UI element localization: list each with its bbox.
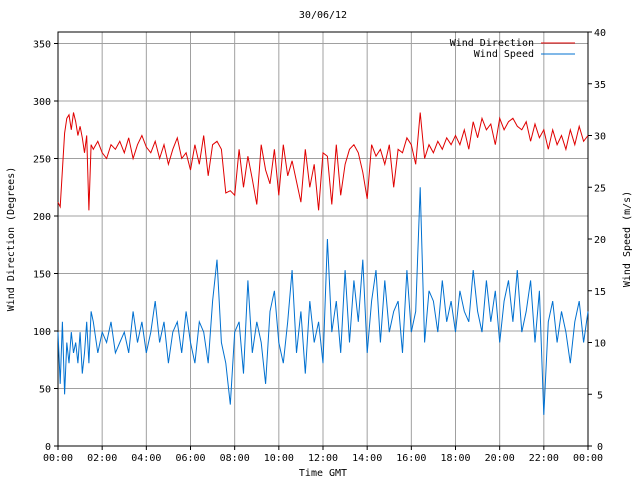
ticks-layer: 00:00 02:00 04:00 06:00 08:00 10:00 12:00 14:00… bbox=[33, 28, 606, 464]
y-right-tick-label: 5 bbox=[597, 390, 603, 401]
y-right-tick-label: 20 bbox=[594, 235, 606, 246]
y-left-tick-label: 250 bbox=[33, 155, 51, 166]
y-left-tick-label: 50 bbox=[39, 385, 51, 396]
y-left-tick-label: 300 bbox=[33, 97, 51, 108]
y-right-tick-label: 40 bbox=[594, 28, 606, 39]
y-left-tick-label: 200 bbox=[33, 212, 51, 223]
x-tick-label: 14:00 bbox=[352, 453, 382, 464]
series-line-wind-speed bbox=[57, 187, 589, 415]
y-left-tick-label: 0 bbox=[45, 442, 51, 453]
legend-label-wind-speed: Wind Speed bbox=[474, 49, 534, 60]
x-tick-label: 20:00 bbox=[485, 453, 515, 464]
x-tick-label: 12:00 bbox=[308, 453, 338, 464]
series-layer bbox=[57, 112, 589, 415]
series-line-wind-direction bbox=[57, 112, 589, 211]
grid-lines bbox=[58, 32, 588, 446]
y-left-tick-label: 100 bbox=[33, 327, 51, 338]
legend: Wind Direction Wind Speed bbox=[450, 38, 575, 60]
x-tick-label: 02:00 bbox=[87, 453, 117, 464]
x-tick-label: 00:00 bbox=[43, 453, 73, 464]
y-right-tick-label: 15 bbox=[594, 287, 606, 298]
x-axis-label: Time GMT bbox=[299, 468, 347, 479]
x-tick-label: 22:00 bbox=[529, 453, 559, 464]
y-right-tick-label: 10 bbox=[594, 339, 606, 350]
x-tick-label: 00:00 bbox=[573, 453, 603, 464]
x-tick-label: 16:00 bbox=[396, 453, 426, 464]
y-right-tick-label: 35 bbox=[594, 80, 606, 91]
x-tick-label: 08:00 bbox=[220, 453, 250, 464]
left-axis-label: Wind Direction (Degrees) bbox=[6, 167, 17, 312]
y-left-tick-label: 150 bbox=[33, 270, 51, 281]
y-right-tick-label: 30 bbox=[594, 132, 606, 143]
x-tick-label: 18:00 bbox=[440, 453, 470, 464]
x-tick-label: 06:00 bbox=[175, 453, 205, 464]
x-tick-label: 10:00 bbox=[264, 453, 294, 464]
x-tick-label: 04:00 bbox=[131, 453, 161, 464]
y-right-tick-label: 0 bbox=[597, 442, 603, 453]
chart-title: 30/06/12 bbox=[299, 10, 347, 21]
y-right-tick-label: 25 bbox=[594, 183, 606, 194]
y-left-tick-label: 350 bbox=[33, 40, 51, 51]
right-axis-label: Wind Speed (m/s) bbox=[622, 191, 633, 287]
legend-label-wind-direction: Wind Direction bbox=[450, 38, 534, 49]
